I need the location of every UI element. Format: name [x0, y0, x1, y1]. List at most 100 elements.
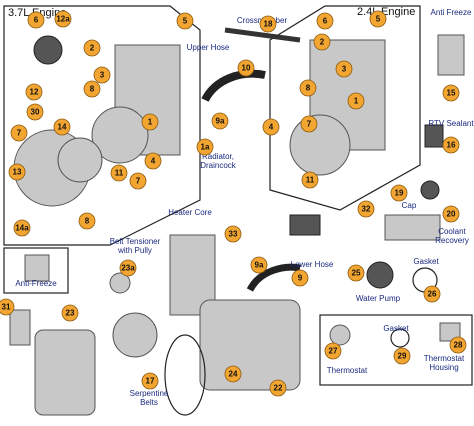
- callout: 19: [390, 184, 408, 202]
- callout-number: 9a: [255, 261, 264, 270]
- part-label: Upper Hose: [187, 43, 230, 52]
- callout-number: 31: [2, 303, 11, 312]
- callout-circle: [449, 336, 467, 354]
- callout-circle: [27, 11, 45, 29]
- callout: 2: [83, 39, 101, 57]
- label-line: Serpentine: [130, 389, 169, 398]
- fan: [91, 106, 149, 164]
- callout-circle: [10, 124, 28, 142]
- callout-circle: [8, 163, 26, 181]
- part-label: Radiator, Draincock: [200, 152, 237, 170]
- callout: 1: [347, 92, 365, 110]
- callout: 11: [301, 171, 319, 189]
- callout: 7: [129, 172, 147, 190]
- callout-number: 17: [146, 377, 155, 386]
- callout: 28: [449, 336, 467, 354]
- callout-circle: [144, 152, 162, 170]
- callout-circle: [211, 112, 229, 130]
- antifreeze-box: [3, 247, 69, 294]
- callout-number: 23a: [121, 264, 135, 273]
- callout: 32: [357, 200, 375, 218]
- part-label: Serpentine Belts: [130, 389, 169, 407]
- label-line: Thermostat: [424, 354, 465, 363]
- callout-circle: [129, 172, 147, 190]
- engine-part: [34, 329, 96, 416]
- callout-number: 2: [90, 44, 95, 53]
- callout-circle: [237, 59, 255, 77]
- callout: 8: [299, 79, 317, 97]
- callout-circle: [300, 115, 318, 133]
- part-label: Gasket: [383, 324, 409, 333]
- callout: 14: [53, 118, 71, 136]
- callout-circle: [224, 225, 242, 243]
- part-label: Anti-Freeze: [15, 279, 57, 288]
- callout-circle: [369, 10, 387, 28]
- part-label: Heater Core: [168, 208, 212, 217]
- callout: 9: [291, 269, 309, 287]
- callout: 11: [110, 164, 128, 182]
- callout-number: 20: [447, 210, 456, 219]
- callout-number: 8: [90, 85, 95, 94]
- part-label: Gasket: [413, 257, 439, 266]
- callout: 14a: [13, 219, 31, 237]
- thermostat-housing: [439, 322, 461, 342]
- callout-number: 11: [115, 169, 124, 178]
- belt: [164, 334, 206, 416]
- callout-circle: [313, 33, 331, 51]
- callout-circle: [83, 80, 101, 98]
- callout-circle: [141, 372, 159, 390]
- callout-circle: [299, 79, 317, 97]
- callout-circle: [269, 379, 287, 397]
- callout-number: 8: [85, 217, 90, 226]
- part-label: Coolant Recovery: [435, 227, 469, 245]
- callout-number: 6: [323, 17, 328, 26]
- callout-number: 2: [320, 38, 325, 47]
- callout: 1a: [196, 138, 214, 156]
- callout: 6: [316, 12, 334, 30]
- callout-circle: [250, 256, 268, 274]
- callout: 5: [369, 10, 387, 28]
- label-line: Radiator,: [202, 152, 234, 161]
- callout-number: 7: [307, 120, 312, 129]
- callout-number: 8: [306, 84, 311, 93]
- part-label: Thermostat: [327, 366, 368, 375]
- callout-circle: [196, 138, 214, 156]
- clutch: [57, 137, 103, 183]
- callout-number: 4: [269, 123, 274, 132]
- section-outline: [269, 5, 421, 211]
- section-outline: [3, 5, 201, 246]
- callout: 23a: [119, 259, 137, 277]
- callout-circle: [442, 136, 460, 154]
- callout-circle: [324, 342, 342, 360]
- hose-kit: [289, 214, 321, 236]
- callout-number: 18: [264, 20, 273, 29]
- pulley: [112, 312, 158, 358]
- callout: 10: [237, 59, 255, 77]
- callout-number: 12a: [56, 15, 70, 24]
- callout: 2: [313, 33, 331, 51]
- callout-circle: [13, 219, 31, 237]
- callout-circle: [53, 118, 71, 136]
- callout: 33: [224, 225, 242, 243]
- callout-number: 14: [58, 123, 67, 132]
- callout-number: 32: [362, 205, 371, 214]
- callout-number: 15: [447, 89, 456, 98]
- part-label: Anti Freeze: [431, 8, 472, 17]
- callout-number: 10: [242, 64, 251, 73]
- callout-number: 1: [148, 118, 153, 127]
- callout-circle: [259, 15, 277, 33]
- callout-circle: [78, 212, 96, 230]
- callout: 1: [141, 113, 159, 131]
- callout-circle: [61, 304, 79, 322]
- callout: 15: [442, 84, 460, 102]
- rtv-tube: [424, 124, 444, 148]
- callout: 29: [393, 347, 411, 365]
- callout-circle: [141, 113, 159, 131]
- callout: 27: [324, 342, 342, 360]
- callout: 25: [347, 264, 365, 282]
- callout: 17: [141, 372, 159, 390]
- part-label: Lower Hose: [291, 260, 334, 269]
- label-line: Belt Tensioner: [110, 237, 161, 246]
- callout: 7: [10, 124, 28, 142]
- callout-number: 14a: [15, 224, 29, 233]
